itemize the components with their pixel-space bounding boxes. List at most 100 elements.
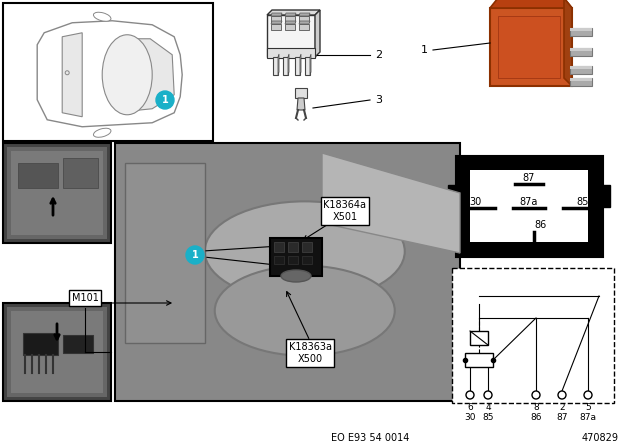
Text: 87: 87 <box>556 413 568 422</box>
Polygon shape <box>299 21 310 24</box>
Bar <box>570 28 592 36</box>
Text: K18363a
X500: K18363a X500 <box>289 342 332 364</box>
Text: 87: 87 <box>523 173 535 183</box>
Circle shape <box>466 391 474 399</box>
Text: 2: 2 <box>375 50 382 60</box>
Polygon shape <box>322 153 460 253</box>
Polygon shape <box>37 21 182 127</box>
Bar <box>11 151 103 235</box>
Bar <box>115 143 460 401</box>
Bar <box>570 48 592 51</box>
Text: 8: 8 <box>533 402 539 412</box>
Bar <box>63 158 98 188</box>
Bar <box>302 242 312 252</box>
Bar <box>570 48 592 56</box>
Polygon shape <box>297 98 305 110</box>
Ellipse shape <box>215 266 395 356</box>
Bar <box>271 16 281 22</box>
Text: 5: 5 <box>585 402 591 412</box>
Bar <box>7 307 107 397</box>
Circle shape <box>584 391 592 399</box>
Ellipse shape <box>102 35 152 115</box>
Polygon shape <box>285 13 296 16</box>
Bar <box>267 48 315 58</box>
Bar <box>452 268 614 403</box>
Text: 30: 30 <box>464 413 476 422</box>
Text: 2: 2 <box>559 402 565 412</box>
Bar <box>3 3 213 141</box>
Bar <box>18 163 58 188</box>
Polygon shape <box>310 54 311 75</box>
Bar <box>305 57 310 75</box>
Text: 87a: 87a <box>520 197 538 207</box>
Polygon shape <box>267 10 320 15</box>
Bar <box>470 331 488 345</box>
Ellipse shape <box>93 12 111 21</box>
Bar <box>570 66 592 69</box>
Bar <box>23 333 58 355</box>
Bar <box>288 256 298 264</box>
Text: K18364a
X501: K18364a X501 <box>323 200 367 222</box>
Bar <box>570 66 592 74</box>
Text: 470829: 470829 <box>582 433 618 443</box>
Polygon shape <box>490 0 572 8</box>
Bar <box>3 303 111 401</box>
Text: 86: 86 <box>534 220 547 230</box>
Bar <box>490 8 572 86</box>
Text: 1: 1 <box>421 45 428 55</box>
Text: 86: 86 <box>531 413 541 422</box>
Polygon shape <box>271 21 282 24</box>
Bar <box>570 78 592 86</box>
Polygon shape <box>271 13 282 16</box>
Circle shape <box>156 91 174 109</box>
Polygon shape <box>564 0 572 86</box>
Bar <box>285 24 295 30</box>
Bar <box>460 160 598 252</box>
Text: 3: 3 <box>375 95 382 105</box>
Text: 1: 1 <box>162 95 168 105</box>
Circle shape <box>532 391 540 399</box>
Polygon shape <box>299 13 310 16</box>
Ellipse shape <box>281 270 311 282</box>
Text: 30: 30 <box>470 197 482 207</box>
Bar <box>7 147 107 239</box>
Bar <box>288 242 298 252</box>
Circle shape <box>484 391 492 399</box>
Bar <box>570 28 592 31</box>
Bar <box>283 57 288 75</box>
Bar <box>270 238 322 276</box>
Bar <box>273 57 278 75</box>
Bar <box>274 242 284 252</box>
Bar <box>63 335 93 353</box>
Bar <box>271 24 281 30</box>
Polygon shape <box>315 10 320 57</box>
Text: 6: 6 <box>467 402 473 412</box>
Bar <box>274 256 284 264</box>
Circle shape <box>186 246 204 264</box>
Bar <box>3 143 111 243</box>
Polygon shape <box>285 21 296 24</box>
Bar <box>302 256 312 264</box>
Bar <box>299 16 309 22</box>
Bar <box>295 57 300 75</box>
Ellipse shape <box>205 201 404 302</box>
Text: M101: M101 <box>72 293 99 303</box>
Polygon shape <box>62 33 82 117</box>
Bar <box>299 24 309 30</box>
Ellipse shape <box>93 128 111 137</box>
Circle shape <box>558 391 566 399</box>
Polygon shape <box>300 54 301 75</box>
Text: 1: 1 <box>191 250 198 260</box>
Text: 85: 85 <box>483 413 493 422</box>
Bar <box>11 311 103 393</box>
Bar <box>570 78 592 81</box>
Polygon shape <box>288 54 289 75</box>
Polygon shape <box>278 54 279 75</box>
Bar <box>470 170 588 242</box>
Text: 87a: 87a <box>579 413 596 422</box>
Bar <box>498 16 560 78</box>
Text: 4: 4 <box>485 402 491 412</box>
Text: EO E93 54 0014: EO E93 54 0014 <box>331 433 409 443</box>
Bar <box>465 353 493 367</box>
Polygon shape <box>130 39 174 111</box>
